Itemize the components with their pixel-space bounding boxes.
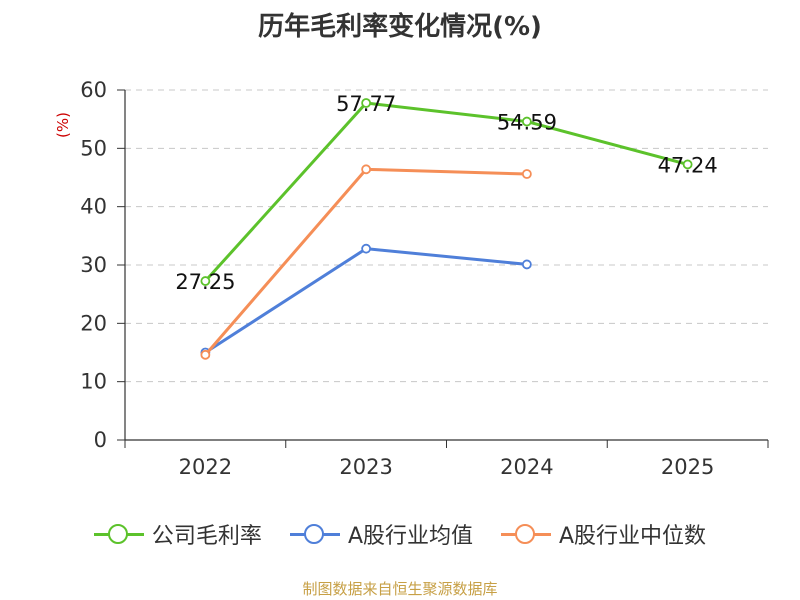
legend-item[interactable]: 公司毛利率: [93, 518, 262, 550]
data-label: 27.25: [175, 270, 235, 294]
data-point: [361, 98, 372, 108]
y-tick-label: 60: [80, 78, 107, 102]
data-label: 57.77: [336, 92, 396, 116]
data-label: 47.24: [658, 153, 718, 177]
data-point: [682, 159, 693, 170]
x-tick-label: 2024: [500, 455, 553, 479]
legend-swatch-icon: [93, 523, 144, 545]
y-tick-label: 40: [80, 195, 107, 219]
data-point: [361, 243, 372, 254]
data-point: [521, 116, 532, 127]
y-tick-label: 50: [80, 136, 107, 160]
legend-swatch-icon: [501, 523, 551, 545]
source-note: 制图数据来自恒生聚源数据库: [302, 580, 498, 598]
data-point: [521, 169, 532, 179]
data-point: [521, 259, 532, 270]
data-point: [200, 276, 211, 286]
data-point: [200, 349, 211, 360]
y-tick-label: 10: [80, 370, 107, 394]
x-tick-label: 2025: [661, 455, 714, 479]
legend-label: A股行业中位数: [559, 524, 707, 549]
x-tick-label: 2022: [179, 455, 232, 479]
legend-item[interactable]: A股行业均值: [289, 518, 473, 550]
y-tick-label: 0: [94, 428, 107, 452]
data-point: [361, 164, 372, 175]
legend-swatch-icon: [289, 523, 340, 545]
series-line: [204, 167, 527, 356]
series-line: [204, 101, 689, 283]
y-tick-label: 30: [80, 253, 107, 277]
legend-label: 公司毛利率: [151, 524, 262, 549]
data-label: 54.59: [497, 111, 557, 135]
y-tick-label: 20: [80, 311, 107, 335]
x-tick-label: 2023: [339, 455, 392, 479]
legend: 公司毛利率 A股行业均值 A股行业中位数: [0, 518, 800, 550]
chart-title: 历年毛利率变化情况(%): [258, 12, 542, 42]
legend-label: A股行业均值: [347, 524, 473, 549]
legend-item[interactable]: A股行业中位数: [501, 518, 706, 550]
y-axis-label: (%): [54, 112, 72, 138]
